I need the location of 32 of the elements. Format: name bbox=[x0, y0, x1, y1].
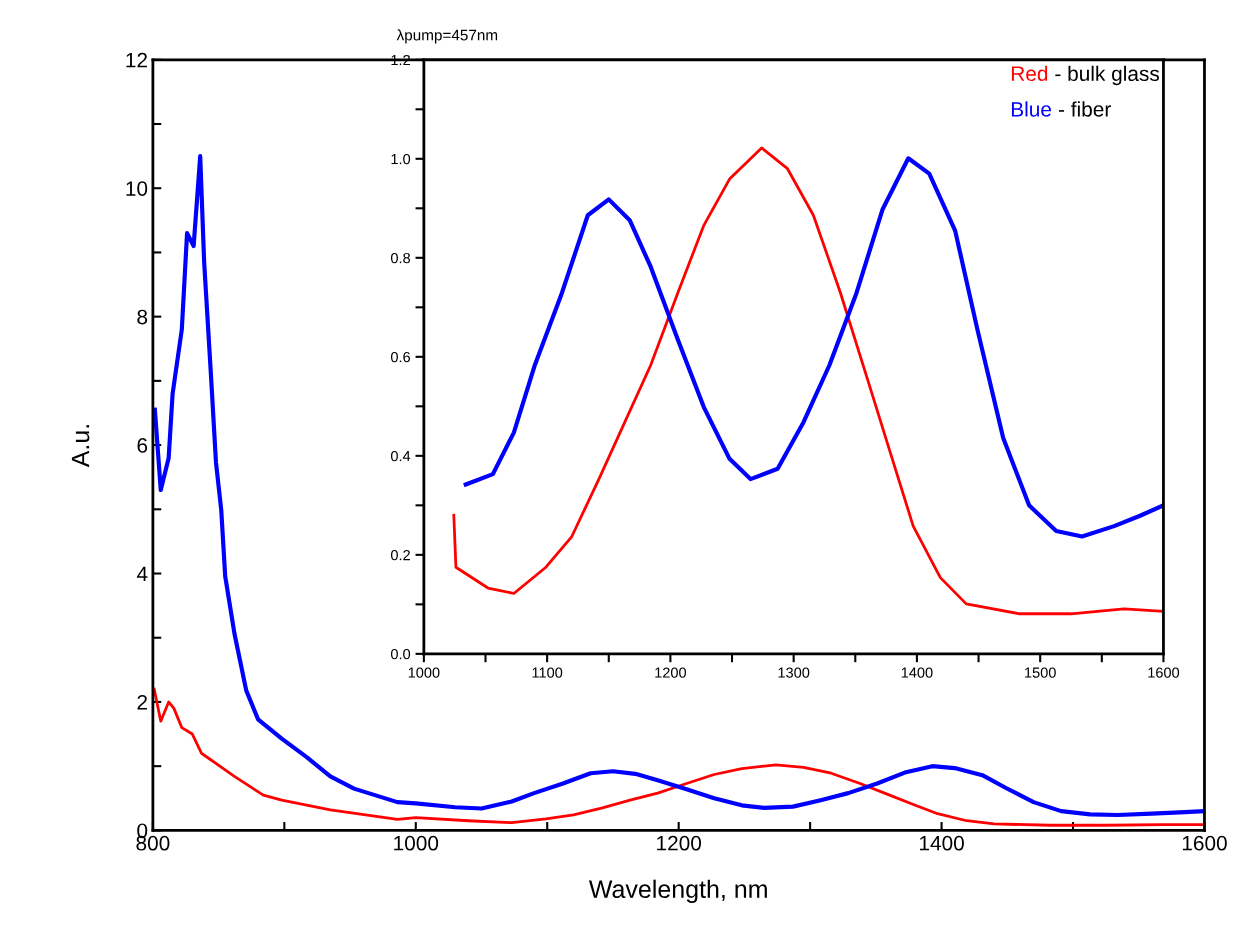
text: Blue - fiber bbox=[1011, 101, 1111, 117]
x-tick-label: 1500 bbox=[1025, 667, 1056, 678]
line-series bbox=[452, 146, 1164, 616]
y-tick-label: 8 bbox=[137, 309, 148, 325]
y-tick-label: 0.4 bbox=[390, 450, 411, 462]
chart-title: λpump=457nm bbox=[396, 29, 498, 44]
x-tick-label: 1400 bbox=[919, 835, 964, 851]
x-tick-label: 1200 bbox=[657, 835, 702, 851]
y-tick-label: 0.0 bbox=[390, 648, 411, 660]
y-tick-label: 1.0 bbox=[391, 153, 411, 165]
x-tick-label: 1600 bbox=[1182, 835, 1227, 851]
y-tick-label: 0.6 bbox=[390, 351, 411, 363]
x-tick-label: 1400 bbox=[901, 667, 933, 678]
y-tick-label: 4 bbox=[136, 566, 148, 582]
text: Red - bulk glass bbox=[1011, 65, 1160, 86]
x-tick-label: 1300 bbox=[778, 667, 810, 678]
y-tick-label: 2 bbox=[137, 694, 147, 710]
y-tick-label: 12 bbox=[126, 52, 147, 68]
x-axis-title: Wavelength, nm bbox=[588, 879, 767, 903]
x-tick-label: 1200 bbox=[655, 667, 687, 678]
y-tick-label: 0.2 bbox=[390, 549, 410, 561]
x-tick-label: 1600 bbox=[1148, 667, 1180, 678]
x-tick-label: 1100 bbox=[532, 667, 563, 678]
y-tick-label: 10 bbox=[126, 181, 148, 196]
y-tick-label: 6 bbox=[137, 438, 148, 453]
y-axis-title: A.u. bbox=[71, 425, 90, 468]
line-series bbox=[152, 687, 1205, 827]
x-tick-label: 1000 bbox=[408, 667, 440, 678]
line-series bbox=[463, 156, 1164, 539]
y-tick-label: 0.8 bbox=[390, 252, 411, 264]
line-series bbox=[152, 154, 1205, 818]
x-tick-label: 1000 bbox=[394, 835, 439, 851]
